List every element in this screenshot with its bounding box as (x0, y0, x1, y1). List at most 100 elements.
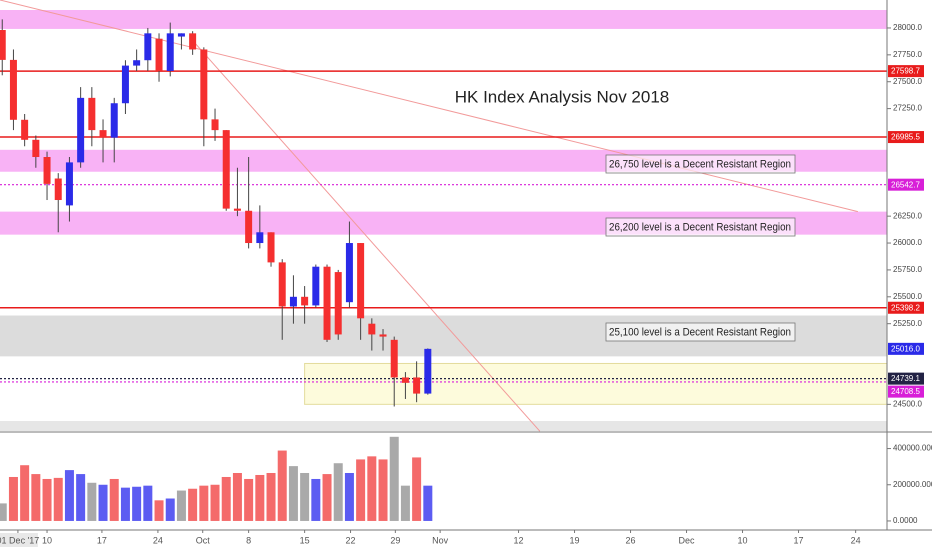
volume-bar (120, 487, 130, 521)
candle-body (345, 243, 353, 303)
volume-bar (412, 457, 422, 521)
annotation-text: 26,200 level is a Decent Resistant Regio… (609, 221, 791, 233)
price-tag (888, 372, 924, 385)
y-tick-label: 25250.0 (893, 319, 922, 328)
x-tick-label: 26 (626, 535, 636, 545)
candle-body (144, 33, 152, 61)
price-tag (888, 131, 924, 144)
volume-bar (244, 478, 254, 521)
price-tag (888, 342, 924, 355)
bottom-band (0, 421, 887, 431)
x-tick-label: 01 Dec '17 (0, 535, 39, 545)
candle-body (166, 33, 174, 71)
price-tag (888, 178, 924, 191)
volume-bar (154, 500, 164, 521)
volume-bar (176, 490, 186, 521)
x-tick-label: 8 (246, 535, 251, 545)
volume-bar (221, 476, 231, 521)
volume-bar (109, 478, 119, 521)
y-tick-label: 26000.0 (893, 238, 922, 247)
x-tick-label: 29 (390, 535, 400, 545)
volume-tick-label: 200000.0000 (893, 480, 932, 489)
x-tick-label: Oct (196, 535, 211, 545)
annotation-text: 26,750 level is a Decent Resistant Regio… (609, 158, 791, 170)
volume-bar (255, 474, 265, 521)
price-tag-label: 26542.7 (891, 180, 920, 189)
volume-bar (0, 503, 7, 521)
candle-body (155, 38, 163, 71)
candle-body (357, 243, 365, 319)
volume-bar (199, 485, 209, 521)
volume-bar (423, 485, 433, 521)
candle-body (233, 208, 241, 211)
volume-bar (132, 486, 142, 521)
volume-bar (344, 472, 354, 521)
volume-bar (322, 474, 332, 521)
volume-bar (311, 478, 321, 521)
candle-body (189, 33, 197, 50)
candle-body (256, 232, 264, 244)
y-tick-label: 28000.0 (893, 23, 922, 32)
volume-bar (64, 470, 74, 521)
candle-body (222, 130, 230, 209)
y-tick-label: 25500.0 (893, 292, 922, 301)
volume-bar (31, 474, 41, 521)
price-tag-label: 27598.7 (891, 67, 920, 76)
annotation-box (605, 322, 796, 342)
candle-body (54, 178, 62, 201)
volume-bar (389, 436, 399, 521)
candle-body (334, 272, 342, 335)
volume-bar (87, 482, 97, 521)
volume-bar (277, 450, 287, 521)
x-tick-label: 17 (794, 535, 804, 545)
candle-body (267, 232, 275, 263)
x-tick-label: 24 (851, 535, 861, 545)
candle-body (301, 296, 309, 306)
volume-bar (288, 466, 298, 521)
x-tick-label: 12 (514, 535, 524, 545)
volume-bar (188, 488, 198, 521)
candle-body (77, 97, 85, 163)
price-tag (888, 65, 924, 78)
candle-body (368, 323, 376, 335)
x-tick-label: 10 (738, 535, 748, 545)
y-tick-label: 25750.0 (893, 265, 922, 274)
volume-bar (165, 498, 175, 521)
candle-body (278, 262, 286, 307)
volume-bar (143, 485, 153, 521)
zone (0, 10, 887, 29)
chart-title: HK Index Analysis Nov 2018 (455, 87, 670, 106)
volume-bar (400, 485, 410, 521)
candle-body (99, 130, 107, 138)
y-tick-label: 24500.0 (893, 399, 922, 408)
x-tick-label: 10 (42, 535, 52, 545)
volume-bar (266, 472, 276, 521)
volume-bar (76, 474, 86, 521)
volume-bar (53, 477, 63, 521)
candle-body (424, 348, 432, 394)
x-tick-label: 22 (346, 535, 356, 545)
candle-body (43, 157, 51, 184)
candle-body (0, 30, 6, 60)
candle-body (21, 119, 29, 140)
candle-body (88, 97, 96, 131)
trend-line (190, 37, 541, 432)
volume-bar (210, 484, 220, 521)
candle-body (177, 33, 185, 37)
candle-body (245, 210, 253, 244)
volume-bar (232, 472, 242, 521)
candle-body (121, 65, 129, 104)
candle-body (211, 119, 219, 131)
x-tick-bg (0, 533, 38, 547)
x-tick-label: 17 (97, 535, 107, 545)
volume-tick-label: 0.0000 (893, 516, 918, 525)
volume-bar (333, 463, 343, 521)
price-tag-label: 26985.5 (891, 133, 920, 142)
candle-body (323, 266, 331, 340)
candle-body (413, 377, 421, 394)
candle-body (289, 296, 297, 307)
candle-body (110, 103, 118, 138)
annotation-box (605, 217, 796, 237)
candle-body (133, 60, 141, 66)
